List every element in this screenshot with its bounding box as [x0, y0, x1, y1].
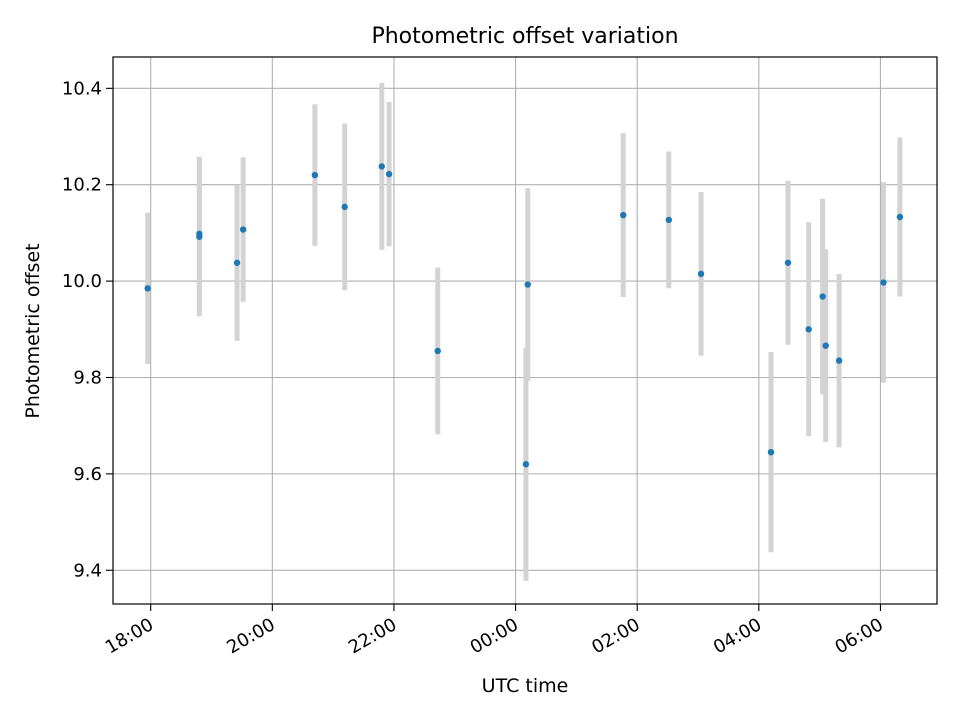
data-point — [822, 342, 829, 349]
data-point — [522, 461, 530, 468]
data-point — [880, 279, 887, 286]
y-tick-label: 9.8 — [73, 367, 102, 388]
y-tick-label: 9.4 — [73, 560, 102, 581]
data-point — [385, 170, 393, 178]
plot-area-frame — [112, 56, 938, 605]
data-point — [196, 230, 203, 238]
data-points — [144, 163, 904, 468]
data-point — [239, 226, 247, 233]
data-point — [819, 293, 826, 300]
data-point — [341, 203, 348, 211]
data-point — [434, 347, 441, 355]
data-point — [896, 213, 904, 221]
chart-title: Photometric offset variation — [371, 24, 678, 49]
data-point — [835, 357, 843, 364]
y-tick-label: 9.6 — [73, 464, 102, 485]
data-point — [620, 211, 627, 219]
data-point — [697, 270, 705, 278]
x-axis-label: UTC time — [482, 675, 569, 697]
y-tick-label: 10.0 — [62, 271, 102, 292]
data-point — [784, 259, 792, 266]
data-point — [767, 448, 775, 456]
data-point — [524, 281, 531, 288]
data-point — [805, 326, 812, 333]
data-point — [665, 216, 673, 224]
y-tick-label: 10.2 — [62, 175, 102, 196]
data-point — [144, 285, 151, 292]
y-tick-label: 10.4 — [62, 78, 102, 99]
data-point — [233, 259, 241, 266]
data-point — [311, 171, 319, 179]
y-axis-label: Photometric offset — [22, 243, 44, 418]
data-point — [378, 163, 385, 170]
